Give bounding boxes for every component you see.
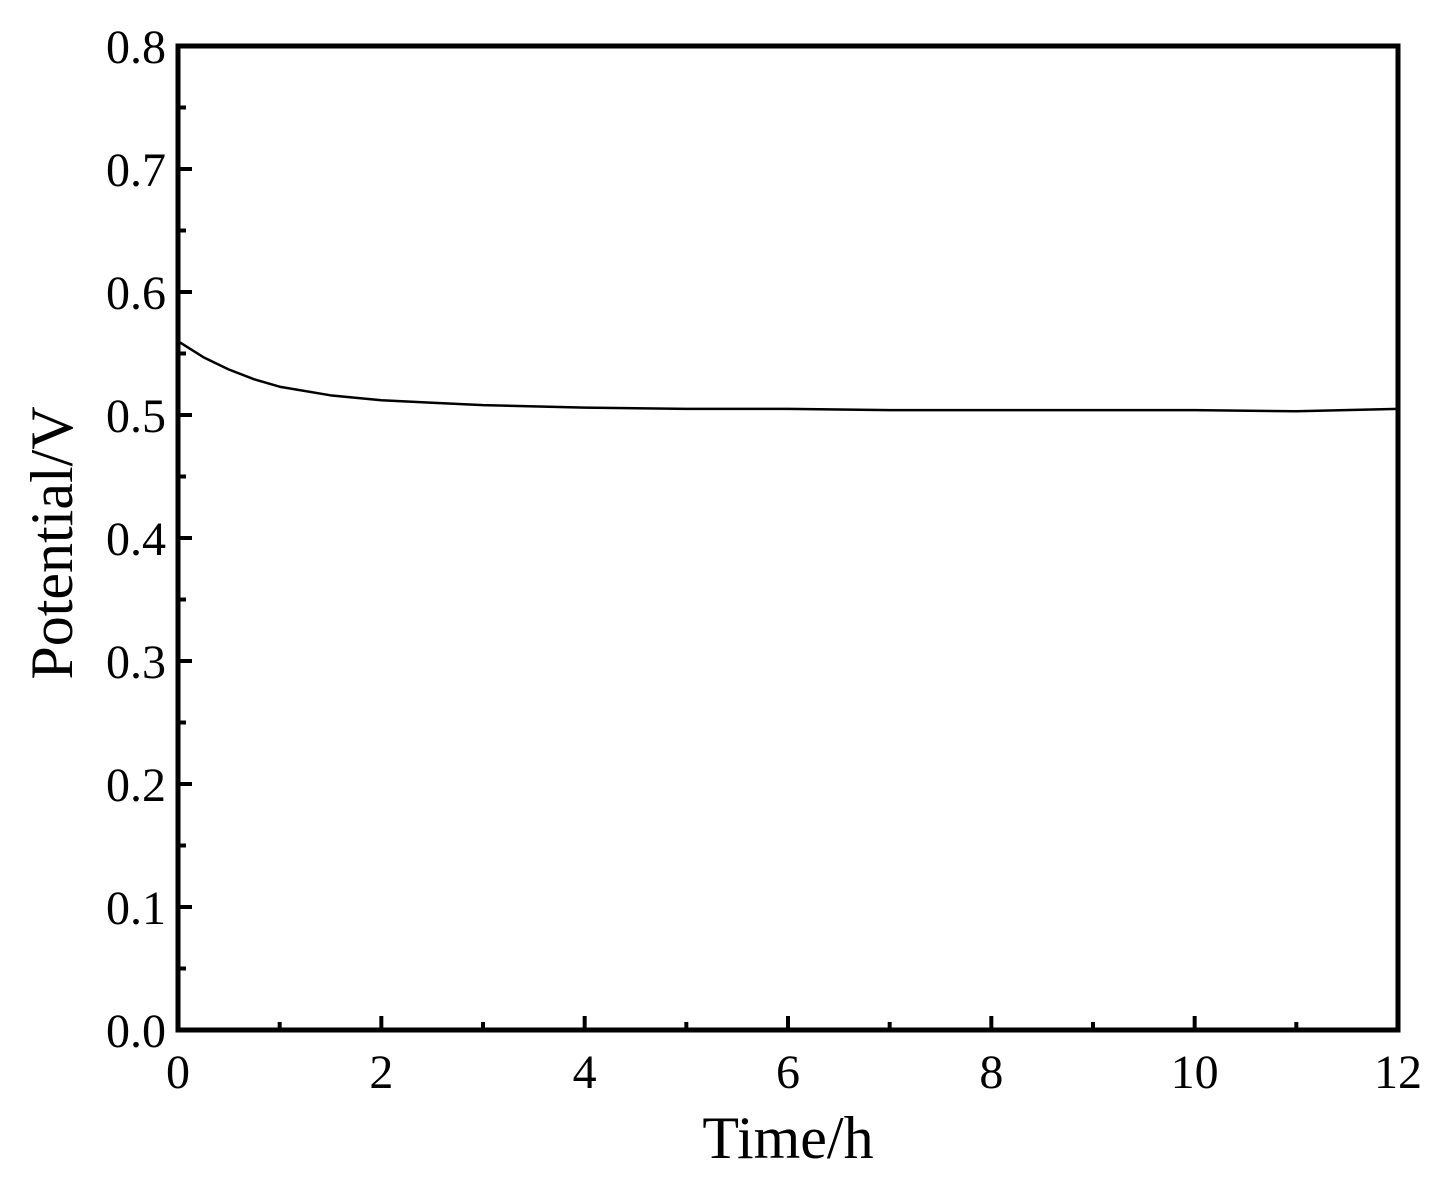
y-tick-label: 0.1 bbox=[106, 882, 166, 935]
y-tick-label: 0.8 bbox=[106, 21, 166, 74]
y-tick-label: 0.5 bbox=[106, 390, 166, 443]
y-tick-label: 0.6 bbox=[106, 267, 166, 320]
x-tick-label: 0 bbox=[166, 1046, 190, 1099]
x-tick-label: 2 bbox=[369, 1046, 393, 1099]
y-tick-label: 0.2 bbox=[106, 759, 166, 812]
y-axis-ticks: 0.0 0.1 0.2 0.3 0.4 0.5 0.6 0.7 0.8 bbox=[106, 21, 192, 1058]
x-tick-label: 6 bbox=[776, 1046, 800, 1099]
y-tick-label: 0.4 bbox=[106, 513, 166, 566]
y-tick-label: 0.7 bbox=[106, 144, 166, 197]
x-tick-label: 8 bbox=[979, 1046, 1003, 1099]
series-line bbox=[177, 340, 1399, 413]
x-tick-label: 10 bbox=[1171, 1046, 1219, 1099]
y-axis-title: Potential/V bbox=[19, 406, 85, 679]
y-tick-label: 0.0 bbox=[106, 1005, 166, 1058]
x-axis-title: Time/h bbox=[702, 1105, 873, 1171]
x-tick-label: 4 bbox=[573, 1046, 597, 1099]
x-tick-label: 12 bbox=[1374, 1046, 1422, 1099]
y-tick-label: 0.3 bbox=[106, 636, 166, 689]
series-layer bbox=[177, 340, 1399, 413]
plot-frame bbox=[175, 43, 1401, 1033]
